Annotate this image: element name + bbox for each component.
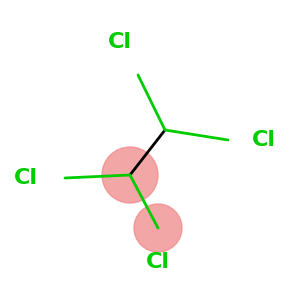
Text: Cl: Cl: [14, 168, 38, 188]
Circle shape: [102, 147, 158, 203]
Text: Cl: Cl: [252, 130, 276, 150]
Text: Cl: Cl: [146, 252, 170, 272]
Circle shape: [134, 204, 182, 252]
Text: Cl: Cl: [108, 32, 132, 52]
